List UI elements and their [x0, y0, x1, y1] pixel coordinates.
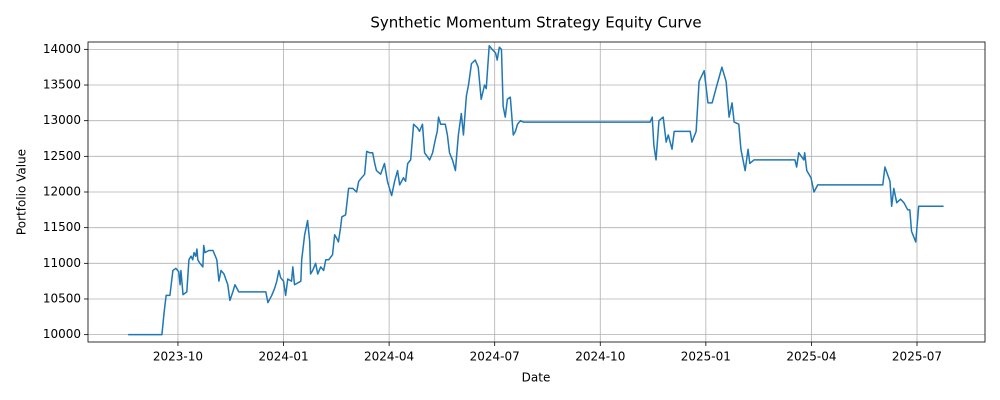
y-tick-label: 13500	[43, 78, 81, 92]
y-tick-label: 10500	[43, 291, 81, 305]
x-tick-label: 2024-04	[364, 350, 414, 364]
y-tick-label: 10000	[43, 327, 81, 341]
x-tick-label: 2025-07	[892, 350, 942, 364]
y-tick-label: 12500	[43, 149, 81, 163]
chart-title: Synthetic Momentum Strategy Equity Curve	[370, 14, 701, 32]
y-tick-label: 14000	[43, 42, 81, 56]
y-axis-label: Portfolio Value	[15, 149, 29, 235]
equity-line	[128, 45, 944, 336]
y-tick-label: 12000	[43, 185, 81, 199]
x-tick-label: 2023-10	[153, 350, 203, 364]
plot-frame	[87, 41, 986, 343]
y-tick-label: 11500	[43, 220, 81, 234]
x-axis-label: Date	[522, 371, 551, 385]
x-tick-label: 2024-07	[470, 350, 520, 364]
x-tick-label: 2024-01	[258, 350, 308, 364]
x-tick-label: 2025-01	[681, 350, 731, 364]
y-tick-label: 13000	[43, 113, 81, 127]
x-tick-label: 2024-10	[575, 350, 625, 364]
x-tick-label: 2025-04	[786, 350, 836, 364]
y-tick-label: 11000	[43, 256, 81, 270]
